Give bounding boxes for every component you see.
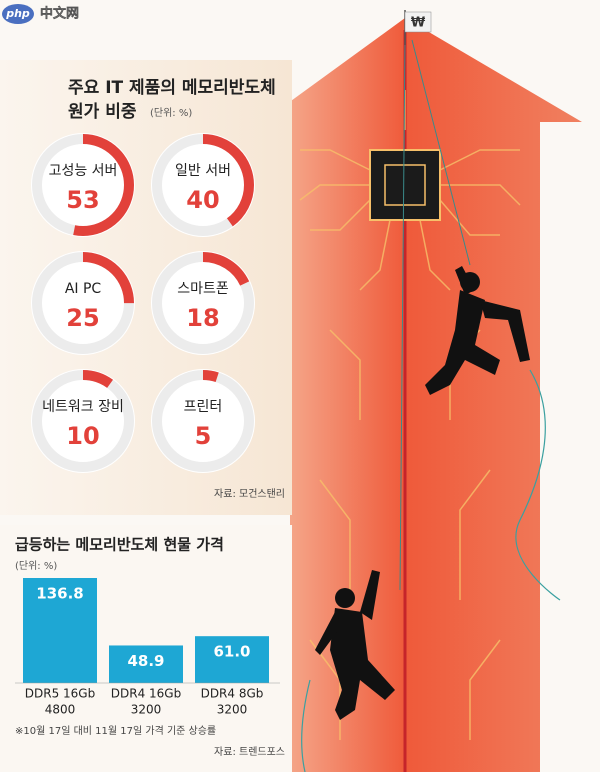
- category-label: 3200: [217, 703, 248, 717]
- value-label: 136.8: [36, 585, 83, 603]
- source: 자료: 모건스탠리: [214, 488, 285, 500]
- donut-face: [31, 369, 135, 473]
- chart-title: 급등하는 메모리반도체 현물 가격: [15, 536, 224, 554]
- category-label: DDR4 16Gb: [111, 687, 181, 701]
- donut-arc: [32, 252, 134, 354]
- value-label: 53: [66, 186, 99, 214]
- category-label: 네트워크 장비: [42, 399, 124, 415]
- category-label: AI PC: [65, 281, 102, 297]
- category-label: 고성능 서버: [49, 163, 118, 179]
- watermark-logo-bg: [2, 4, 34, 24]
- unit-label: (단위: %): [150, 106, 192, 119]
- donut-arc: [152, 134, 254, 236]
- watermark-logo: php: [5, 7, 30, 20]
- category-label: 일반 서버: [175, 163, 231, 179]
- chart-title: 원가 비중: [68, 102, 137, 122]
- flag-symbol: ₩: [411, 16, 426, 31]
- bar: [109, 645, 183, 683]
- value-label: 18: [186, 304, 219, 332]
- value-label: 10: [66, 422, 99, 450]
- bar: [195, 636, 269, 683]
- value-label: 61.0: [213, 643, 250, 661]
- donut-face: [31, 251, 135, 355]
- value-label: 5: [195, 422, 212, 450]
- category-label: 프린터: [184, 399, 223, 415]
- category-label: DDR4 8Gb: [201, 687, 264, 701]
- donut-face: [151, 369, 255, 473]
- category-label: 4800: [45, 703, 76, 717]
- category-label: DDR5 16Gb: [25, 687, 95, 701]
- category-label: 3200: [131, 703, 162, 717]
- donut-face: [151, 133, 255, 237]
- chart-title: 주요 IT 제품의 메모리반도체: [68, 78, 276, 98]
- unit-label: (단위: %): [15, 559, 57, 572]
- donut-arc: [32, 134, 134, 236]
- donut-face: [31, 133, 135, 237]
- watermark-text: 中文网: [40, 6, 79, 22]
- note: ※10월 17일 대비 11월 17일 가격 기준 상승률: [15, 724, 216, 737]
- donut-arc: [32, 370, 134, 472]
- category-label: 스마트폰: [177, 281, 229, 297]
- value-label: 40: [186, 186, 219, 214]
- value-label: 25: [66, 304, 99, 332]
- source: 자료: 트렌드포스: [214, 746, 285, 758]
- value-label: 48.9: [127, 652, 164, 670]
- arrow-illustration: ₩: [262, 10, 582, 772]
- donut-arc: [152, 252, 254, 354]
- donut-face: [151, 251, 255, 355]
- bar: [23, 578, 97, 683]
- donut-arc: [152, 370, 254, 472]
